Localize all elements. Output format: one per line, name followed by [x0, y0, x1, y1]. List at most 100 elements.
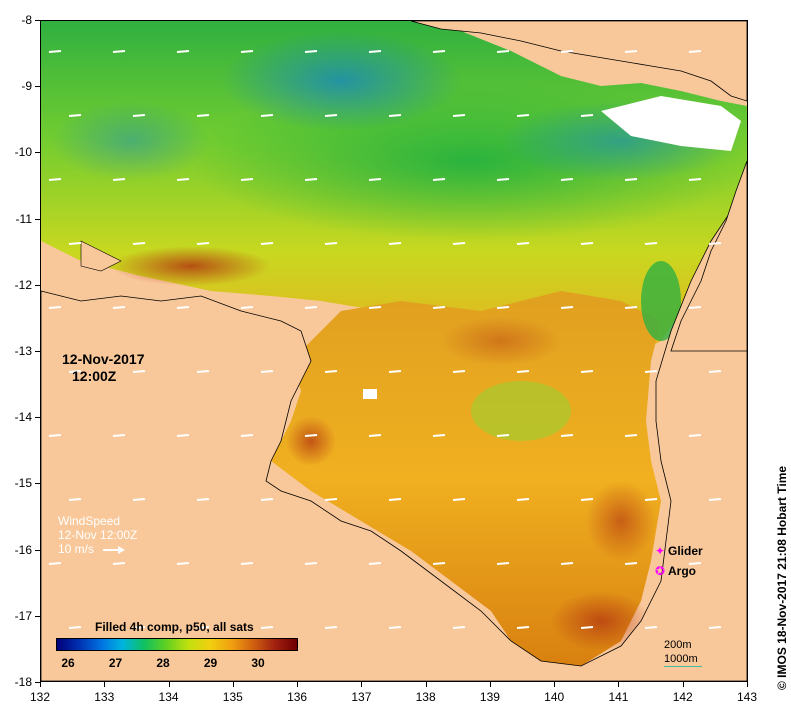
wind-vector — [196, 498, 210, 501]
marker-legend: ✦ Glider ✪ Argo — [652, 541, 703, 581]
colorbar-tick-label: 29 — [203, 656, 218, 670]
wind-vector — [48, 434, 62, 437]
x-tick-mark — [297, 682, 299, 687]
wind-vector — [496, 306, 510, 309]
wind-vector — [388, 370, 402, 373]
glider-icon: ✦ — [654, 544, 666, 558]
wind-vector — [324, 626, 338, 629]
wind-vector — [432, 434, 446, 437]
legend-item-glider: ✦ Glider — [652, 541, 703, 561]
wind-vector — [432, 306, 446, 309]
contour-legend: 200m 1000m — [664, 638, 702, 667]
y-tick-label: -16 — [14, 542, 32, 557]
wind-scale-arrow-icon — [103, 545, 126, 554]
wind-vector — [112, 434, 126, 437]
wind-vector — [48, 562, 62, 565]
wind-vector — [176, 50, 190, 53]
wind-vector — [240, 562, 254, 565]
land-islands-nt — [80, 240, 122, 272]
wind-vector — [132, 114, 146, 117]
contour-1000-label: 1000m — [664, 653, 698, 665]
wind-vector — [68, 498, 82, 501]
x-tick-mark — [104, 682, 106, 687]
wind-vector — [624, 50, 638, 53]
credit-text: © IMOS 18-Nov-2017 21:08 Hobart Time — [775, 465, 789, 690]
wind-vector — [324, 114, 338, 117]
wind-vector — [240, 434, 254, 437]
wind-vector — [560, 306, 574, 309]
wind-vector — [240, 178, 254, 181]
wind-vector — [580, 498, 594, 501]
wind-vector — [132, 498, 146, 501]
wind-vector — [324, 498, 338, 501]
wind-vector — [560, 562, 574, 565]
wind-vector — [112, 50, 126, 53]
wind-vector — [304, 178, 318, 181]
x-tick-label: 136 — [287, 690, 308, 704]
no-data-patch — [601, 96, 741, 151]
wind-vector — [368, 434, 382, 437]
x-tick-mark — [168, 682, 170, 687]
x-tick-mark — [554, 682, 556, 687]
wind-vector — [68, 626, 82, 629]
wind-arrows — [48, 50, 722, 629]
y-tick-mark — [35, 351, 40, 352]
wind-vector — [368, 178, 382, 181]
wind-vector — [388, 626, 402, 629]
x-tick-mark — [232, 682, 234, 687]
y-tick-mark — [35, 549, 40, 551]
wind-vector — [580, 626, 594, 629]
wind-vector — [112, 562, 126, 565]
wind-vector — [260, 626, 274, 629]
map-frame — [40, 20, 748, 682]
wind-vector — [644, 114, 658, 117]
wind-vector — [708, 242, 722, 245]
wind-vector — [388, 242, 402, 245]
wind-vector — [48, 178, 62, 181]
wind-vector — [688, 50, 702, 53]
wind-time: 12-Nov 12:00Z — [58, 528, 138, 542]
date-text: 12-Nov-2017 — [62, 351, 145, 367]
wind-vector — [68, 242, 82, 245]
x-tick-label: 137 — [351, 690, 372, 704]
y-tick-mark — [35, 417, 40, 419]
y-tick-mark — [35, 682, 40, 683]
wind-vector — [580, 370, 594, 373]
y-tick-mark — [35, 615, 40, 617]
land-australia — [41, 195, 747, 681]
wind-vector — [132, 370, 146, 373]
wind-vector — [304, 434, 318, 437]
legend-label-argo: Argo — [668, 564, 696, 578]
y-tick-label: -14 — [14, 410, 32, 425]
wind-vector — [368, 50, 382, 53]
wind-vector — [516, 370, 530, 373]
wind-vector — [240, 50, 254, 53]
wind-vector — [580, 242, 594, 245]
wind-vector — [48, 306, 62, 309]
x-tick-label: 140 — [544, 690, 565, 704]
ocean-gulf — [271, 291, 661, 666]
wind-vector — [452, 370, 466, 373]
wind-vector — [644, 498, 658, 501]
y-tick-mark — [35, 284, 40, 286]
wind-vector — [688, 306, 702, 309]
wind-vector — [496, 434, 510, 437]
x-tick-mark — [489, 682, 491, 687]
y-tick-label: -8 — [21, 13, 32, 27]
wind-vector — [368, 306, 382, 309]
y-tick-label: -15 — [14, 476, 32, 491]
wind-vector — [260, 114, 274, 117]
y-tick-mark — [35, 218, 40, 220]
x-tick-label: 142 — [672, 690, 693, 704]
wind-vector — [240, 306, 254, 309]
wind-vector — [112, 178, 126, 181]
x-tick-label: 138 — [415, 690, 436, 704]
y-tick-label: -9 — [21, 79, 32, 94]
wind-scale: 10 m/s — [58, 542, 95, 556]
wind-vector — [496, 562, 510, 565]
colorbar-tick-label: 27 — [108, 656, 123, 670]
wind-vector — [176, 178, 190, 181]
wind-vector — [644, 626, 658, 629]
y-tick-mark — [35, 483, 40, 485]
x-tick-mark — [40, 682, 41, 687]
